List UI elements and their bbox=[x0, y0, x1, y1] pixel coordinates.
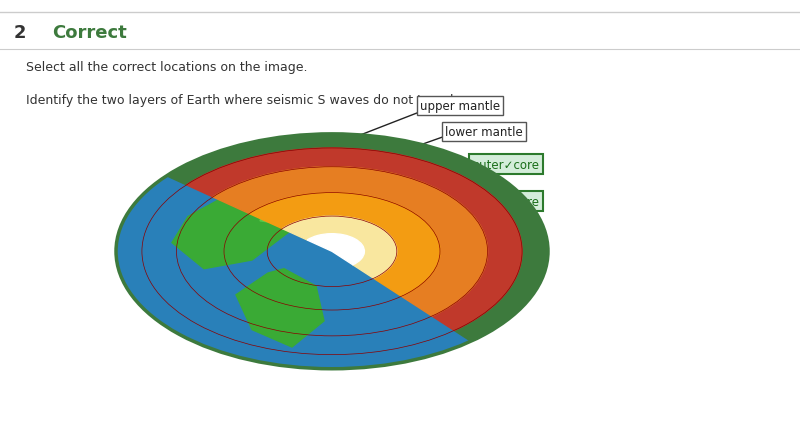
Text: 2: 2 bbox=[14, 23, 26, 42]
Text: upper mantle: upper mantle bbox=[420, 100, 500, 113]
Text: Identify the two layers of Earth where seismic S waves do not travel.: Identify the two layers of Earth where s… bbox=[26, 93, 457, 106]
Polygon shape bbox=[260, 187, 308, 226]
Text: Correct: Correct bbox=[52, 23, 126, 42]
Polygon shape bbox=[236, 269, 324, 347]
Polygon shape bbox=[172, 174, 316, 269]
Wedge shape bbox=[186, 148, 522, 331]
Wedge shape bbox=[213, 168, 487, 316]
Polygon shape bbox=[308, 148, 364, 178]
Text: Select all the correct locations on the image.: Select all the correct locations on the … bbox=[26, 61, 307, 74]
Wedge shape bbox=[250, 193, 440, 296]
Text: outer✓core: outer✓core bbox=[472, 158, 539, 171]
Wedge shape bbox=[282, 217, 397, 279]
Wedge shape bbox=[166, 135, 548, 342]
Circle shape bbox=[116, 135, 548, 369]
Text: lower mantle: lower mantle bbox=[445, 126, 523, 139]
Wedge shape bbox=[307, 234, 364, 265]
Text: inner✓core: inner✓core bbox=[474, 195, 539, 208]
